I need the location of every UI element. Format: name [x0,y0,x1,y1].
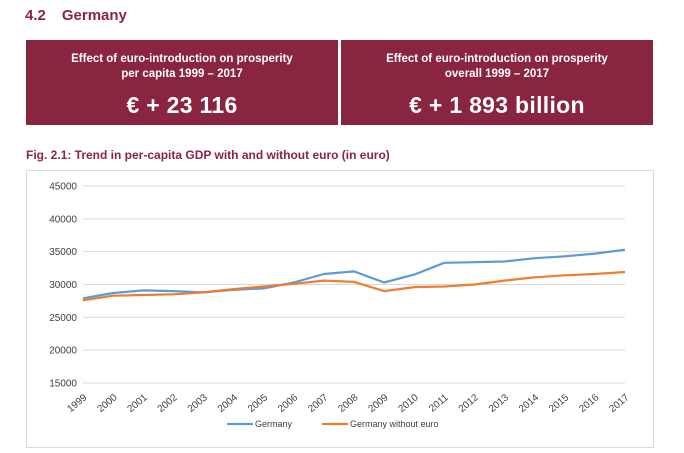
x-tick-label: 2000 [95,392,119,415]
figure-caption: Fig. 2.1: Trend in per-capita GDP with a… [26,148,390,162]
kpi-label-line2: overall 1999 – 2017 [444,68,550,80]
y-tick-label: 45000 [49,182,77,193]
x-tick-label: 2013 [487,392,511,415]
x-tick-label: 2010 [397,392,421,415]
y-tick-label: 30000 [49,280,77,291]
x-tick-label: 2012 [457,392,481,415]
kpi-box-overall: Effect of euro-introduction on prosperit… [341,40,653,125]
kpi-label-line1: Effect of euro-introduction on prosperit… [386,53,608,65]
x-tick-label: 2007 [306,392,330,415]
x-tick-label: 1999 [65,392,89,415]
series-line-without-euro [82,270,626,302]
x-tick-label: 2003 [186,392,210,415]
x-tick-label: 2017 [607,392,631,415]
section-heading: 4.2 Germany [25,7,127,24]
y-tick-label: 25000 [49,313,77,324]
x-tick-label: 2005 [246,392,270,415]
y-tick-label: 35000 [49,247,77,258]
kpi-box-per-capita: Effect of euro-introduction on prosperit… [26,40,338,125]
x-tick-label: 2014 [517,392,541,415]
x-tick-label: 2015 [547,392,571,415]
section-number: 4.2 [25,7,46,24]
x-tick-label: 2008 [336,392,360,415]
kpi-value: € + 1 893 billion [409,92,585,118]
kpi-label: Effect of euro-introduction on prosperit… [341,52,653,82]
series-line-germany [82,248,626,300]
x-tick-label: 2011 [427,392,451,415]
line-chart: 15000 20000 25000 30000 35000 40000 45000 1999 2… [49,182,632,430]
kpi-label: Effect of euro-introduction on prosperit… [26,52,338,82]
kpi-value: € + 23 116 [126,92,238,118]
y-tick-label: 15000 [49,379,77,390]
x-tick-label: 2001 [126,392,150,415]
section-title: Germany [61,7,127,24]
kpi-label-line2: per capita 1999 – 2017 [121,68,243,80]
y-tick-label: 20000 [49,346,77,357]
legend-label: Germany without euro [350,419,439,429]
chart-frame: 15000 20000 25000 30000 35000 40000 45000 1999 2… [26,170,654,448]
x-tick-label: 2004 [216,392,240,415]
y-tick-label: 40000 [49,214,77,225]
x-tick-label: 2006 [276,392,300,415]
kpi-label-line1: Effect of euro-introduction on prosperit… [71,53,293,65]
x-tick-label: 2009 [366,392,390,415]
x-tick-label: 2002 [156,392,180,415]
x-tick-label: 2016 [577,392,601,415]
legend-label: Germany [255,419,293,429]
